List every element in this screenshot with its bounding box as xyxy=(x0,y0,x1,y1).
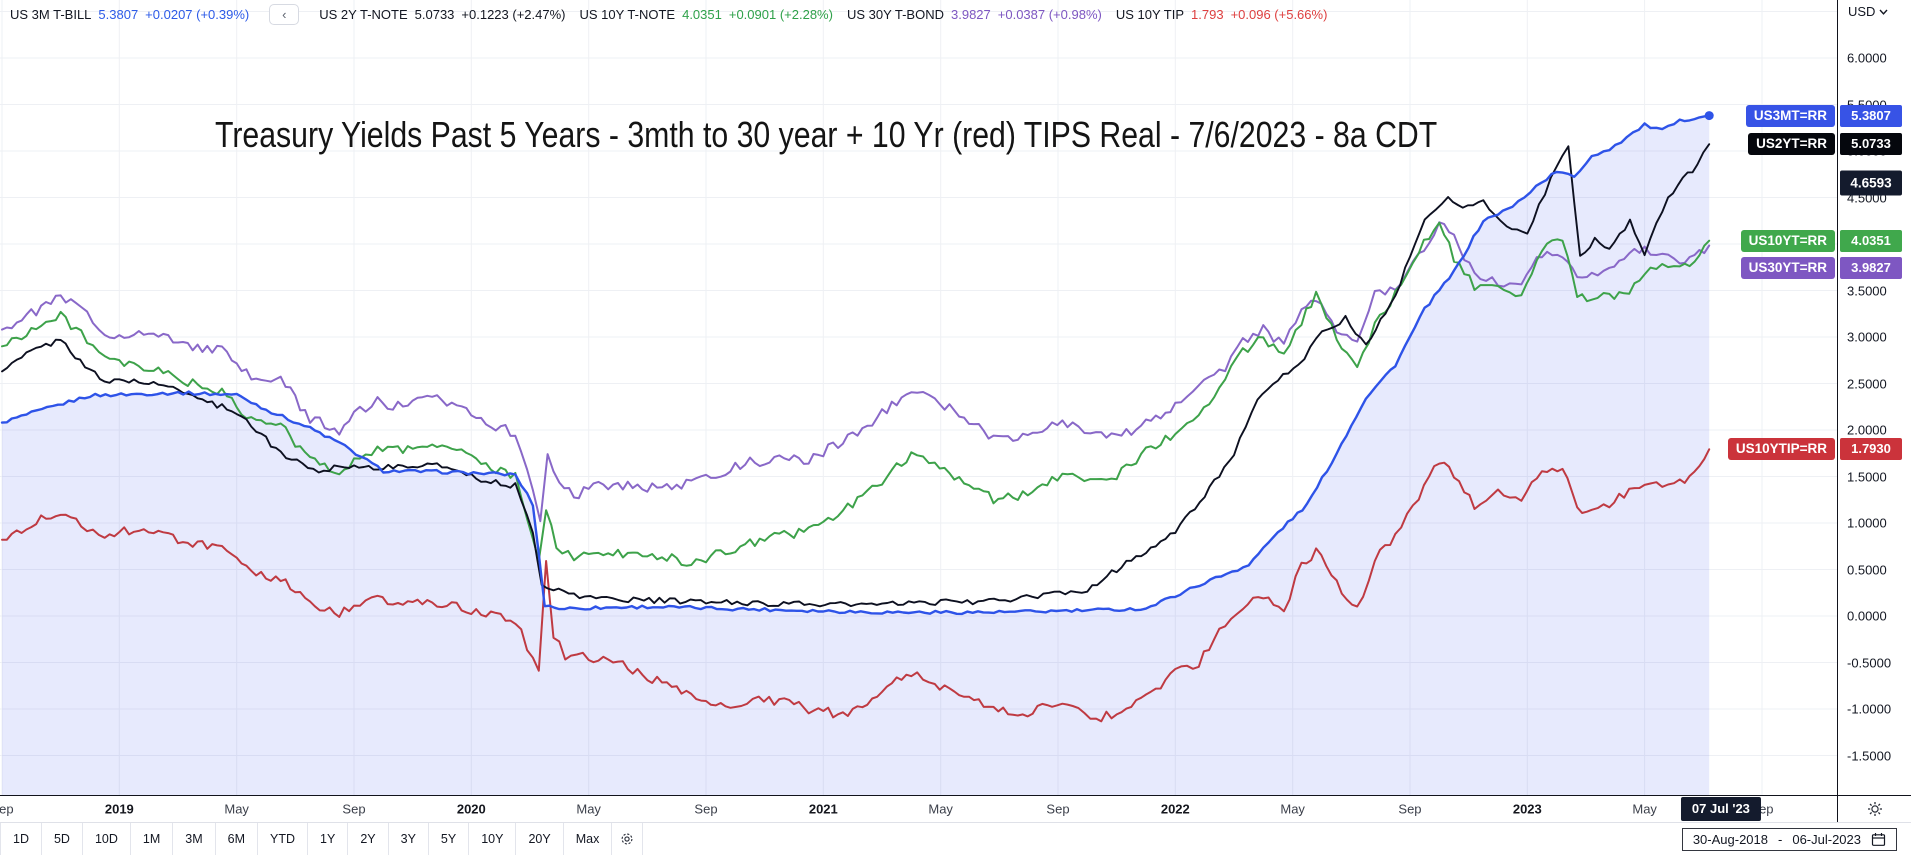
price-axis-label: 1.0000 xyxy=(1847,515,1887,531)
price-axis-label: 2.0000 xyxy=(1847,422,1887,438)
price-axis-label: 3.0000 xyxy=(1847,329,1887,345)
range-button-6m[interactable]: 6M xyxy=(215,823,259,855)
chevron-down-icon xyxy=(1879,9,1888,15)
range-button-20y[interactable]: 20Y xyxy=(516,823,564,855)
x-axis-label: May xyxy=(576,801,601,817)
legend-item-us-2y-t-note[interactable]: US 2Y T-NOTE 5.0733 +0.1223 (+2.47%) xyxy=(319,7,565,22)
x-axis-label: 2023 xyxy=(1512,801,1542,817)
x-axis-label: Sep xyxy=(1398,801,1422,817)
legend-change: +0.096 (+5.66%) xyxy=(1230,6,1328,22)
crosshair-date-badge: 07 Jul '23 xyxy=(1680,797,1761,821)
legend-item-us-10y-t-note[interactable]: US 10Y T-NOTE 4.0351 +0.0901 (+2.28%) xyxy=(579,7,832,22)
price-badge-US3MT=RR: 5.3807 xyxy=(1840,104,1902,127)
price-badge-US10YTIP=RR: 1.7930 xyxy=(1840,438,1902,461)
legend-last-price: 1.793 xyxy=(1191,6,1224,22)
range-button-1d[interactable]: 1D xyxy=(0,823,42,855)
calendar-icon xyxy=(1871,832,1886,846)
scale-settings-button[interactable] xyxy=(612,823,644,855)
legend-last-price: 3.9827 xyxy=(951,6,991,22)
legend-symbol-name: US 3M T-BILL xyxy=(10,6,92,22)
symbol-legend-bar: US 3M T-BILL 5.3807 +0.0207 (+0.39%) ‹ US 2Y… xyxy=(10,0,1327,28)
range-button-3y[interactable]: 3Y xyxy=(388,823,429,855)
last-price-marker xyxy=(1704,111,1714,121)
legend-item-us-3m-t-bill[interactable]: US 3M T-BILL 5.3807 +0.0207 (+0.39%) xyxy=(10,7,249,22)
yield-chart xyxy=(0,0,1838,795)
range-button-1y[interactable]: 1Y xyxy=(308,823,349,855)
x-axis-label: May xyxy=(224,801,249,817)
legend-symbol-name: US 30Y T-BOND xyxy=(846,6,944,22)
x-axis-label: 2022 xyxy=(1160,801,1190,817)
chart-title: Treasury Yields Past 5 Years - 3mth to 3… xyxy=(215,114,1438,155)
price-axis-label: -1.5000 xyxy=(1847,748,1892,763)
x-axis-label: Sep xyxy=(0,801,14,817)
price-axis-label: 2.5000 xyxy=(1847,376,1887,391)
date-range-end: 06-Jul-2023 xyxy=(1792,831,1861,847)
axis-settings-corner[interactable] xyxy=(1838,796,1911,822)
price-axis-label: 0.0000 xyxy=(1847,608,1887,624)
x-axis-label: May xyxy=(1280,801,1305,817)
x-axis-label: 2021 xyxy=(808,801,838,817)
x-axis-label: 2020 xyxy=(456,801,486,817)
currency-label: USD xyxy=(1848,4,1876,19)
legend-change: +0.1223 (+2.47%) xyxy=(461,6,566,22)
price-axis-label: 1.5000 xyxy=(1847,469,1887,484)
price-badge-US30YT=RR: 3.9827 xyxy=(1840,256,1902,279)
legend-item-us-30y-t-bond[interactable]: US 30Y T-BOND 3.9827 +0.0387 (+0.98%) xyxy=(847,7,1102,22)
range-button-1m[interactable]: 1M xyxy=(130,823,174,855)
legend-last-price: 5.0733 xyxy=(414,6,455,22)
date-range-start: 30-Aug-2018 xyxy=(1692,831,1768,847)
legend-last-price: 4.0351 xyxy=(682,6,722,22)
price-axis-line xyxy=(1837,0,1838,822)
date-range-separator: - xyxy=(1778,831,1783,847)
range-button-10y[interactable]: 10Y xyxy=(469,823,517,855)
price-axis-label: 3.5000 xyxy=(1847,283,1887,298)
legend-symbol-name: US 10Y T-NOTE xyxy=(579,6,676,22)
gear-icon xyxy=(1867,802,1882,816)
range-button-group: 1D 5D 10D 1M 3M 6M YTD 1Y 2Y 3Y 5Y 10Y 20Y Max xyxy=(0,823,644,855)
range-button-max[interactable]: Max xyxy=(563,823,613,855)
legend-change: +0.0207 (+0.39%) xyxy=(145,6,250,22)
legend-change: +0.0387 (+0.98%) xyxy=(997,6,1102,22)
price-axis-label: 0.5000 xyxy=(1847,562,1887,577)
range-button-10d[interactable]: 10D xyxy=(82,823,131,855)
range-button-5y[interactable]: 5Y xyxy=(428,823,470,855)
currency-dropdown[interactable]: USD xyxy=(1848,4,1888,19)
x-axis-label: Sep xyxy=(342,801,366,817)
price-axis[interactable]: USD 6.00005.50005.00004.50004.00003.5000… xyxy=(1838,0,1911,795)
date-range-picker[interactable]: 30-Aug-2018 - 06-Jul-2023 xyxy=(1681,827,1897,851)
legend-change: +0.0901 (+2.28%) xyxy=(728,6,833,22)
range-button-2y[interactable]: 2Y xyxy=(348,823,389,855)
bottom-toolbar: 1D 5D 10D 1M 3M 6M YTD 1Y 2Y 3Y 5Y 10Y 20Y Max 30-Aug… xyxy=(0,822,1911,855)
legend-symbol-name: US 10Y TIP xyxy=(1115,6,1185,22)
range-button-ytd[interactable]: YTD xyxy=(258,823,309,855)
price-badge-US2YT=RR: 5.0733 xyxy=(1840,133,1902,156)
legend-back-button[interactable]: ‹ xyxy=(269,3,300,25)
x-axis-label: 2019 xyxy=(104,801,134,817)
gear-icon xyxy=(621,833,633,845)
legend-last-price: 5.3807 xyxy=(98,6,139,22)
legend-item-us-10y-tip[interactable]: US 10Y TIP 1.793 +0.096 (+5.66%) xyxy=(1116,7,1328,22)
crosshair-price-badge: 4.6593 xyxy=(1840,170,1902,196)
range-button-3m[interactable]: 3M xyxy=(173,823,216,855)
range-button-5d[interactable]: 5D xyxy=(41,823,83,855)
time-axis-line xyxy=(0,795,1911,796)
price-axis-label: -1.0000 xyxy=(1847,701,1892,717)
x-axis-label: May xyxy=(928,801,953,817)
x-axis-label: May xyxy=(1632,801,1657,817)
time-axis[interactable]: Sep 2019 May Sep 2020 May Sep 2021 May Sep 2022 May… xyxy=(0,796,1837,822)
price-axis-label: -0.5000 xyxy=(1847,655,1892,670)
x-axis-label: Sep xyxy=(694,801,718,817)
legend-symbol-name: US 2Y T-NOTE xyxy=(319,6,408,22)
price-badge-US10YT=RR: 4.0351 xyxy=(1840,229,1902,252)
chart-canvas[interactable]: Treasury Yields Past 5 Years - 3mth to 3… xyxy=(0,0,1838,795)
x-axis-label: Sep xyxy=(1046,801,1070,817)
price-axis-label: 6.0000 xyxy=(1847,50,1887,66)
